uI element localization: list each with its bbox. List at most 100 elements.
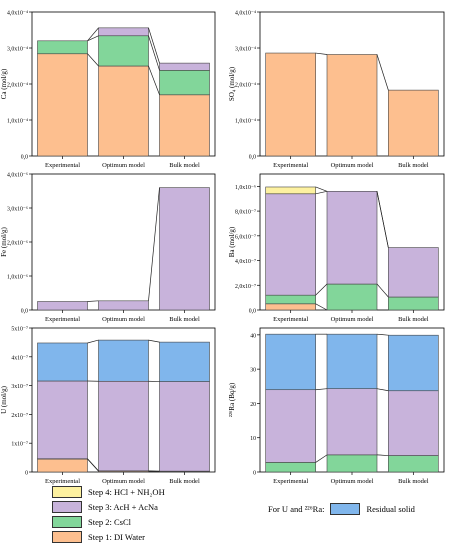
bar-segment-ba-step3 bbox=[265, 193, 316, 296]
bar-segment-u-step3 bbox=[98, 380, 149, 472]
x-tick-label-u: Bulk model bbox=[169, 478, 200, 485]
bar-segment-ba-step3 bbox=[326, 191, 378, 285]
legend-label-step4: Step 4: HCl + NH₂OH bbox=[88, 487, 165, 497]
bar-segment-ca-step2 bbox=[159, 70, 210, 96]
y-tick-label-u: 0 bbox=[25, 471, 28, 477]
y-tick-label-u: 1x10⁻⁷ bbox=[11, 442, 28, 448]
y-tick-label-ba: 6,0x10⁻⁷ bbox=[235, 234, 256, 240]
y-tick-label-ca: 4,0x10⁻⁴ bbox=[7, 11, 28, 17]
y-axis-label-so4: SO₄ (mol/g) bbox=[228, 66, 236, 101]
x-tick-label-so4: Optimum model bbox=[331, 162, 374, 169]
connector-line-so4-step1 bbox=[315, 52, 328, 55]
y-tick-label-so4: 3,0x10⁻⁴ bbox=[235, 47, 256, 53]
x-tick-label-so4: Bulk model bbox=[398, 162, 429, 169]
bar-segment-ba-step4 bbox=[265, 186, 316, 195]
x-tick-label-ba: Experimental bbox=[273, 316, 308, 323]
bar-segment-ra-step3 bbox=[265, 389, 316, 463]
bar-segment-fe-step3 bbox=[98, 300, 149, 311]
connector-line-ra-step3 bbox=[315, 388, 328, 391]
y-tick-label-u: 4x10⁻⁷ bbox=[11, 355, 28, 361]
connector-line-ca-step1 bbox=[148, 65, 160, 95]
y-tick-label-fe: 3,0x10⁻⁶ bbox=[7, 207, 28, 213]
y-tick-label-fe: 4,0x10⁻⁶ bbox=[7, 173, 28, 179]
legend-item-step4: Step 4: HCl + NH₂OH bbox=[52, 486, 165, 498]
bar-segment-ra-step2 bbox=[265, 462, 316, 473]
legend-swatch-step4 bbox=[52, 486, 82, 498]
bar-segment-ba-step3 bbox=[388, 247, 439, 298]
bar-segment-ra-step3 bbox=[388, 390, 439, 456]
y-tick-label-ra: 10 bbox=[250, 436, 256, 442]
x-tick-label-ba: Optimum model bbox=[331, 316, 374, 323]
bar-segment-ca-step3 bbox=[98, 27, 149, 37]
bar-segment-ba-step2 bbox=[326, 283, 378, 311]
x-tick-label-ra: Optimum model bbox=[331, 478, 374, 485]
x-tick-label-ra: Experimental bbox=[273, 478, 308, 485]
connector-line-fe-step3 bbox=[87, 300, 99, 302]
connector-line-ba-step3 bbox=[315, 190, 328, 195]
x-tick-label-fe: Bulk model bbox=[169, 316, 200, 323]
connector-line-ba-step1 bbox=[315, 303, 328, 311]
y-tick-label-ba: 1,0x10⁻⁶ bbox=[235, 185, 256, 191]
bar-segment-ca-step2 bbox=[37, 40, 88, 55]
y-tick-label-ra: 40 bbox=[250, 333, 256, 339]
x-tick-label-fe: Optimum model bbox=[102, 316, 145, 323]
legend-swatch-step3 bbox=[52, 501, 82, 513]
connector-line-ba-step2 bbox=[315, 283, 328, 296]
y-tick-label-so4: 2,0x10⁻⁴ bbox=[235, 83, 256, 89]
x-tick-label-so4: Experimental bbox=[273, 162, 308, 169]
y-axis-label-ra: ²²⁶Ra (Bq/g) bbox=[228, 382, 236, 417]
y-tick-label-ca: 1,0x10⁻⁴ bbox=[7, 119, 28, 125]
legend-label-residual: Residual solid bbox=[366, 504, 415, 514]
legend-swatch-step1 bbox=[52, 531, 82, 543]
connector-line-ba-step4 bbox=[315, 186, 328, 192]
connector-line-ca-step2 bbox=[87, 35, 99, 42]
bar-segment-ba-step1 bbox=[265, 303, 316, 311]
bar-segment-ca-step1 bbox=[37, 53, 88, 157]
y-tick-label-so4: 0,0 bbox=[249, 155, 256, 161]
y-tick-label-u: 5x10⁻⁷ bbox=[11, 327, 28, 333]
bar-segment-ca-step2 bbox=[98, 35, 149, 67]
connector-line-ra-residual bbox=[376, 333, 389, 336]
y-tick-label-so4: 4,0x10⁻⁴ bbox=[235, 11, 256, 17]
legend-prefix-ura: For U and ²²⁶Ra: bbox=[268, 504, 325, 514]
legend-swatch-residual bbox=[330, 503, 361, 515]
x-tick-label-ba: Bulk model bbox=[398, 316, 429, 323]
bar-segment-ra-residual bbox=[326, 333, 378, 389]
connector-line-ra-step2 bbox=[315, 454, 328, 463]
bar-segment-ra-step2 bbox=[388, 455, 439, 473]
legend-label-step2: Step 2: CsCl bbox=[88, 517, 131, 527]
bar-segment-so4-step1 bbox=[326, 54, 378, 157]
bar-segment-ba-step2 bbox=[388, 296, 439, 311]
y-axis-label-fe: Fe (mol/g) bbox=[0, 226, 8, 256]
y-axis-label-ca: Ca (mol/g) bbox=[0, 68, 8, 99]
bar-segment-u-residual bbox=[37, 342, 88, 382]
y-tick-label-ca: 2,0x10⁻⁴ bbox=[7, 83, 28, 89]
y-tick-label-fe: 0,0 bbox=[21, 309, 28, 315]
legend-swatch-step2 bbox=[52, 516, 82, 528]
y-tick-label-ra: 30 bbox=[250, 368, 256, 374]
legend-residual: For U and ²²⁶Ra: Residual solid bbox=[268, 503, 448, 519]
y-tick-label-ra: 20 bbox=[250, 402, 256, 408]
bar-segment-fe-step3 bbox=[37, 301, 88, 311]
bar-segment-so4-step1 bbox=[265, 52, 316, 157]
connector-line-ba-step4 bbox=[376, 191, 389, 248]
connector-line-ra-step3 bbox=[376, 388, 389, 392]
legend-steps: Step 4: HCl + NH₂OH Step 3: AcH + AcNa S… bbox=[52, 486, 242, 546]
connector-line-fe-step3 bbox=[148, 187, 160, 301]
x-tick-label-fe: Experimental bbox=[45, 316, 80, 323]
y-axis-label-ba: Ba (mol/g) bbox=[228, 226, 236, 257]
bar-segment-u-residual bbox=[98, 339, 149, 382]
x-tick-label-ra: Bulk model bbox=[398, 478, 429, 485]
legend-item-residual: For U and ²²⁶Ra: Residual solid bbox=[268, 503, 415, 515]
connector-line-ca-step3 bbox=[87, 27, 99, 42]
x-tick-label-ca: Optimum model bbox=[102, 162, 145, 169]
connector-line-ca-step1 bbox=[87, 53, 99, 67]
bar-segment-ca-step1 bbox=[159, 94, 210, 157]
legend-item-step1: Step 1: DI Water bbox=[52, 531, 145, 543]
connector-line-ra-step2 bbox=[376, 454, 389, 456]
connector-line-u-step2 bbox=[87, 458, 99, 472]
bar-segment-u-step3 bbox=[159, 381, 210, 472]
y-tick-label-ca: 0,0 bbox=[21, 155, 28, 161]
y-tick-label-fe: 2,0x10⁻⁶ bbox=[7, 241, 28, 247]
